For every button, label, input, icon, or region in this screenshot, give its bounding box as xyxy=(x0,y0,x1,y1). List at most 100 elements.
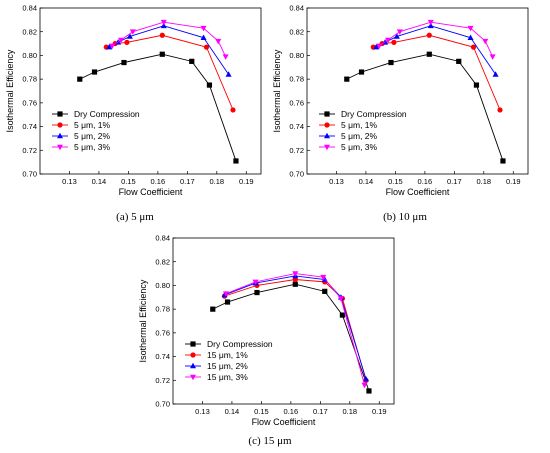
legend-label: 15 μm, 2% xyxy=(207,361,248,371)
x-tick-label: 0.18 xyxy=(342,407,357,416)
x-tick-label: 0.15 xyxy=(388,177,403,186)
data-point xyxy=(388,59,394,66)
y-tick-label: 0.70 xyxy=(155,400,170,409)
data-point xyxy=(91,69,98,75)
data-point xyxy=(124,39,130,45)
data-point xyxy=(200,25,207,32)
x-axis-label: Flow Coefficient xyxy=(386,187,450,197)
legend-swatch-marker xyxy=(324,111,330,117)
data-point xyxy=(467,34,474,40)
y-tick-label: 0.76 xyxy=(155,328,170,337)
data-point xyxy=(320,274,327,281)
data-point xyxy=(426,32,432,38)
data-point xyxy=(358,69,365,75)
x-tick-label: 0.17 xyxy=(180,177,195,186)
data-point xyxy=(489,54,496,60)
series-2 xyxy=(370,32,503,113)
x-tick-label: 0.13 xyxy=(329,177,344,186)
x-tick-label: 0.14 xyxy=(359,177,374,186)
legend-label: 15 μm, 3% xyxy=(207,372,248,382)
legend-swatch-marker xyxy=(57,132,63,139)
legend-label: 5 μm, 1% xyxy=(74,120,111,130)
plot-frame xyxy=(172,237,395,405)
x-tick-label: 0.14 xyxy=(92,177,107,186)
x-tick-label: 0.16 xyxy=(418,177,433,186)
data-point xyxy=(393,33,400,39)
legend-swatch-marker xyxy=(190,341,196,347)
legend-swatch-marker xyxy=(324,132,330,139)
x-tick-label: 0.19 xyxy=(506,177,521,186)
data-point xyxy=(223,291,230,297)
y-tick-label: 0.76 xyxy=(22,98,37,107)
legend-swatch-marker xyxy=(57,122,63,128)
data-point xyxy=(473,82,480,88)
y-axis-label: Isothermal Efficiency xyxy=(272,49,282,132)
data-point xyxy=(129,29,136,35)
data-point xyxy=(482,38,489,45)
legend-swatch-marker xyxy=(57,144,63,151)
data-point xyxy=(427,19,434,26)
legend-label: 5 μm, 2% xyxy=(74,131,111,141)
legend-label: Dry Compression xyxy=(341,109,407,119)
data-point xyxy=(391,39,397,45)
data-point xyxy=(322,288,328,294)
legend-swatch-marker xyxy=(190,352,196,358)
y-tick-label: 0.70 xyxy=(289,170,304,179)
y-tick-label: 0.78 xyxy=(22,75,37,84)
series-1 xyxy=(77,51,239,164)
y-tick-label: 0.80 xyxy=(289,51,304,60)
legend-label: Dry Compression xyxy=(207,339,273,349)
x-tick-label: 0.15 xyxy=(254,407,269,416)
series-2 xyxy=(103,32,236,113)
series-line xyxy=(225,273,365,386)
legend-swatch-marker xyxy=(190,362,196,369)
data-point xyxy=(292,271,299,277)
data-point xyxy=(373,43,380,50)
y-tick-label: 0.78 xyxy=(289,75,304,84)
data-point xyxy=(385,37,392,44)
y-tick-label: 0.84 xyxy=(289,4,304,13)
x-tick-label: 0.14 xyxy=(225,407,240,416)
legend-label: 5 μm, 3% xyxy=(74,142,111,152)
series-line xyxy=(224,279,367,381)
legend-swatch-marker xyxy=(57,111,63,117)
legend-swatch-marker xyxy=(324,122,330,128)
data-point xyxy=(233,158,239,164)
data-point xyxy=(467,25,474,32)
x-axis-label: Flow Coefficient xyxy=(119,187,183,197)
data-point xyxy=(224,299,231,305)
series-4 xyxy=(109,19,229,60)
data-point xyxy=(159,51,165,57)
x-tick-label: 0.18 xyxy=(476,177,491,186)
data-point xyxy=(160,19,167,26)
x-tick-label: 0.16 xyxy=(151,177,166,186)
data-point xyxy=(497,107,503,113)
y-tick-label: 0.78 xyxy=(155,305,170,314)
data-point xyxy=(426,51,432,57)
x-tick-label: 0.16 xyxy=(284,407,299,416)
data-point xyxy=(77,76,83,82)
data-point xyxy=(254,289,260,296)
series-3 xyxy=(373,22,499,77)
data-point xyxy=(215,38,222,45)
data-point xyxy=(230,107,236,113)
legend-label: 5 μm, 2% xyxy=(341,131,378,141)
y-tick-label: 0.74 xyxy=(289,122,304,131)
data-point xyxy=(159,32,165,38)
chart-panel-3: 0.13 0.14 0.15 0.16 0.17 0.18 0.19 0.70 0.72 0.74… xyxy=(138,234,395,447)
data-point xyxy=(396,29,403,35)
data-point xyxy=(109,43,116,50)
legend-label: 5 μm, 1% xyxy=(341,120,378,130)
x-tick-label: 0.15 xyxy=(121,177,136,186)
data-point xyxy=(470,44,477,50)
data-point xyxy=(376,43,383,50)
data-point xyxy=(344,76,350,82)
y-tick-label: 0.80 xyxy=(22,51,37,60)
y-tick-label: 0.82 xyxy=(22,27,37,36)
data-point xyxy=(500,158,506,164)
data-point xyxy=(126,33,133,39)
subfigure-caption: (a) 5 μm xyxy=(116,211,154,223)
